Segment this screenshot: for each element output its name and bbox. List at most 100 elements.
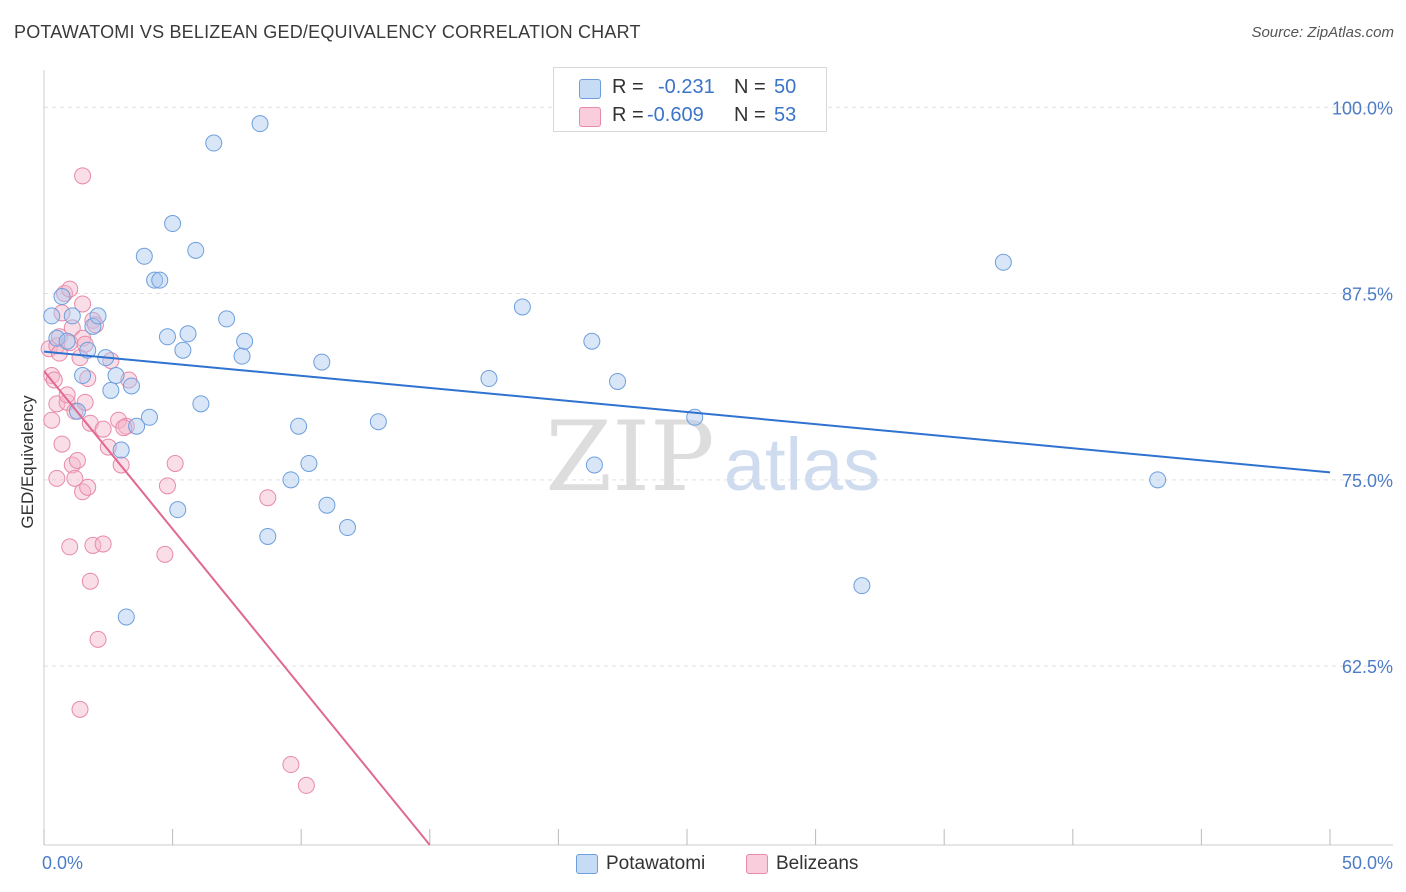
watermark-zip: ZIP — [545, 401, 714, 513]
y-axis-title: GED/Equivalency — [18, 395, 37, 529]
belizean-point — [63, 456, 81, 474]
potawatomi-point — [609, 372, 627, 390]
belizean-point — [156, 545, 174, 563]
belizean-point — [79, 478, 97, 496]
belizean-point — [48, 469, 66, 487]
y-tick-label: 75.0% — [1342, 471, 1393, 491]
axes — [43, 70, 1393, 846]
belizean-point — [94, 535, 112, 553]
belizean-point — [45, 371, 63, 389]
potawatomi-point — [282, 471, 300, 489]
potawatomi-point — [585, 456, 603, 474]
legend-n-value: 53 — [774, 104, 797, 126]
potawatomi-point — [63, 307, 81, 325]
potawatomi-point — [84, 317, 102, 335]
belizean-point — [282, 756, 300, 774]
y-tick-label: 100.0% — [1332, 98, 1393, 118]
potawatomi-points — [43, 115, 1167, 626]
potawatomi-point — [583, 332, 601, 350]
legend-r-value: -0.231 — [658, 76, 715, 98]
belizeans-points — [40, 167, 315, 794]
potawatomi-point — [290, 417, 308, 435]
potawatomi-point — [74, 367, 92, 385]
potawatomi-point — [192, 395, 210, 413]
potawatomi-point — [43, 307, 61, 325]
belizean-point — [99, 438, 117, 456]
potawatomi-point — [236, 332, 254, 350]
potawatomi-point — [187, 241, 205, 259]
potawatomi-point — [259, 527, 277, 545]
belizean-point — [259, 489, 277, 507]
potawatomi-point — [218, 310, 236, 328]
bottom-legend-swatch-blue — [576, 854, 598, 874]
potawatomi-point — [251, 115, 269, 133]
x-tick-label: 0.0% — [42, 853, 83, 873]
belizean-point — [66, 469, 84, 487]
legend-swatch-blue — [579, 79, 601, 99]
potawatomi-point — [513, 298, 531, 316]
belizean-point — [43, 411, 61, 429]
belizean-point — [74, 295, 92, 313]
potawatomi-point — [128, 417, 146, 435]
correlation-legend: R = -0.231 N = 50 R = -0.609 N = 53 — [553, 67, 827, 132]
potawatomi-point — [233, 347, 251, 365]
belizean-point — [158, 477, 176, 495]
potawatomi-point — [169, 501, 187, 519]
tick-labels: 62.5% 75.0% 87.5% 100.0% 0.0% 50.0% — [42, 98, 1393, 873]
belizean-point — [84, 311, 102, 329]
potawatomi-point — [318, 496, 336, 514]
potawatomi-point — [135, 247, 153, 265]
grid-lines — [44, 106, 1393, 667]
legend-row-belizeans: R = -0.609 N = 53 — [554, 101, 826, 129]
belizean-point — [297, 776, 315, 794]
potawatomi-point — [853, 577, 871, 595]
x-tick-label: 50.0% — [1342, 853, 1393, 873]
belizean-point — [56, 285, 74, 303]
belizean-point — [117, 417, 135, 435]
legend-swatch-pink — [579, 107, 601, 127]
y-tick-label: 62.5% — [1342, 657, 1393, 677]
belizean-point — [74, 167, 92, 185]
belizean-point — [79, 370, 97, 388]
potawatomi-point — [174, 341, 192, 359]
legend-n-label: N = — [734, 104, 766, 126]
potawatomi-point — [117, 608, 135, 626]
potawatomi-point — [313, 353, 331, 371]
potawatomi-point — [480, 370, 498, 388]
belizean-point — [94, 420, 112, 438]
belizean-point — [43, 367, 61, 385]
potawatomi-point — [79, 341, 97, 359]
potawatomi-point — [112, 441, 130, 459]
trend-lines — [43, 350, 1331, 846]
potawatomi-point — [994, 253, 1012, 271]
potawatomi-point — [102, 381, 120, 399]
potawatomi-point — [1149, 471, 1167, 489]
belizean-point — [68, 451, 86, 469]
belizean-point — [53, 435, 71, 453]
potawatomi-point — [140, 408, 158, 426]
legend-row-potawatomi: R = -0.231 N = 50 — [554, 73, 826, 101]
potawatomi-point — [146, 271, 164, 289]
legend-r-value: -0.609 — [647, 104, 704, 126]
potawatomi-point — [300, 454, 318, 472]
belizean-point — [71, 700, 89, 718]
belizean-point — [63, 319, 81, 337]
watermark: ZIP atlas — [545, 401, 880, 513]
belizean-trend-line — [43, 370, 431, 846]
source-credit: Source: ZipAtlas.com — [1251, 24, 1394, 41]
potawatomi-point — [164, 215, 182, 233]
potawatomi-point — [122, 377, 140, 395]
legend-n-value: 50 — [774, 76, 797, 98]
bottom-legend-label: Potawatomi — [606, 853, 706, 874]
potawatomi-point — [58, 332, 76, 350]
belizean-point — [61, 538, 79, 556]
belizean-point — [89, 630, 107, 648]
potawatomi-point — [179, 325, 197, 343]
potawatomi-point — [158, 328, 176, 346]
potawatomi-point — [151, 271, 169, 289]
legend-n-label: N = — [734, 76, 766, 98]
legend-r-label: R = — [612, 104, 644, 126]
belizean-point — [58, 386, 76, 404]
potawatomi-point — [89, 307, 107, 325]
